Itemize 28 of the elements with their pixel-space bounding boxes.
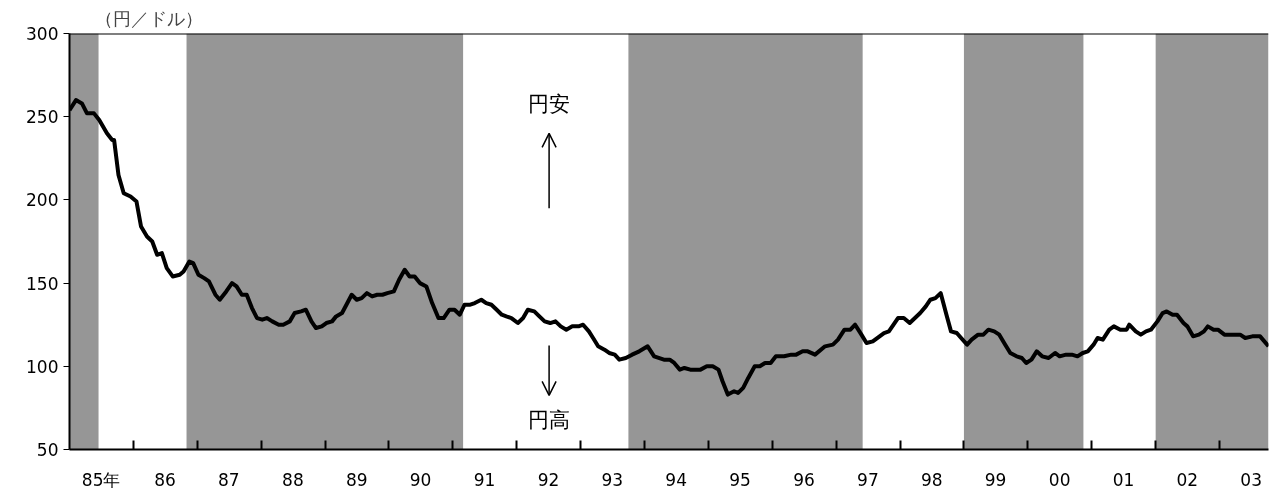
y-tick-label: 200 <box>26 190 59 211</box>
x-tick-label: 02 <box>1176 469 1199 490</box>
x-tick-label: 96 <box>793 469 815 490</box>
x-tick-label: 97 <box>857 469 879 490</box>
y-tick-label: 150 <box>26 273 59 294</box>
x-tick-label: 94 <box>665 469 687 490</box>
annotation: 円安 <box>528 92 571 117</box>
x-tick-label: 99 <box>984 469 1007 490</box>
annotation: 円高 <box>528 408 571 433</box>
x-tick-label: 98 <box>920 469 943 490</box>
x-tick-label: 01 <box>1112 469 1135 490</box>
y-axis-title: （円／ドル） <box>94 7 203 29</box>
x-tick-label: 92 <box>537 469 560 490</box>
y-tick-label: 300 <box>26 24 59 44</box>
y-tick-label: 50 <box>36 440 59 460</box>
x-tick-label: 91 <box>473 469 496 490</box>
y-tick-label: 100 <box>26 356 59 377</box>
x-tick-label: 86 <box>154 469 176 490</box>
x-tick-label: 93 <box>601 469 624 490</box>
x-tick-label: 00 <box>1048 469 1071 490</box>
x-tick-label: 95 <box>729 469 751 490</box>
y-tick-label: 250 <box>26 107 59 128</box>
x-tick-label: 89 <box>345 469 368 490</box>
x-tick-label: 85年 <box>81 469 121 490</box>
x-tick-label: 03 <box>1240 469 1263 490</box>
x-tick-label: 87 <box>218 469 240 490</box>
x-tick-label: 90 <box>409 469 432 490</box>
x-tick-label: 88 <box>282 469 304 490</box>
